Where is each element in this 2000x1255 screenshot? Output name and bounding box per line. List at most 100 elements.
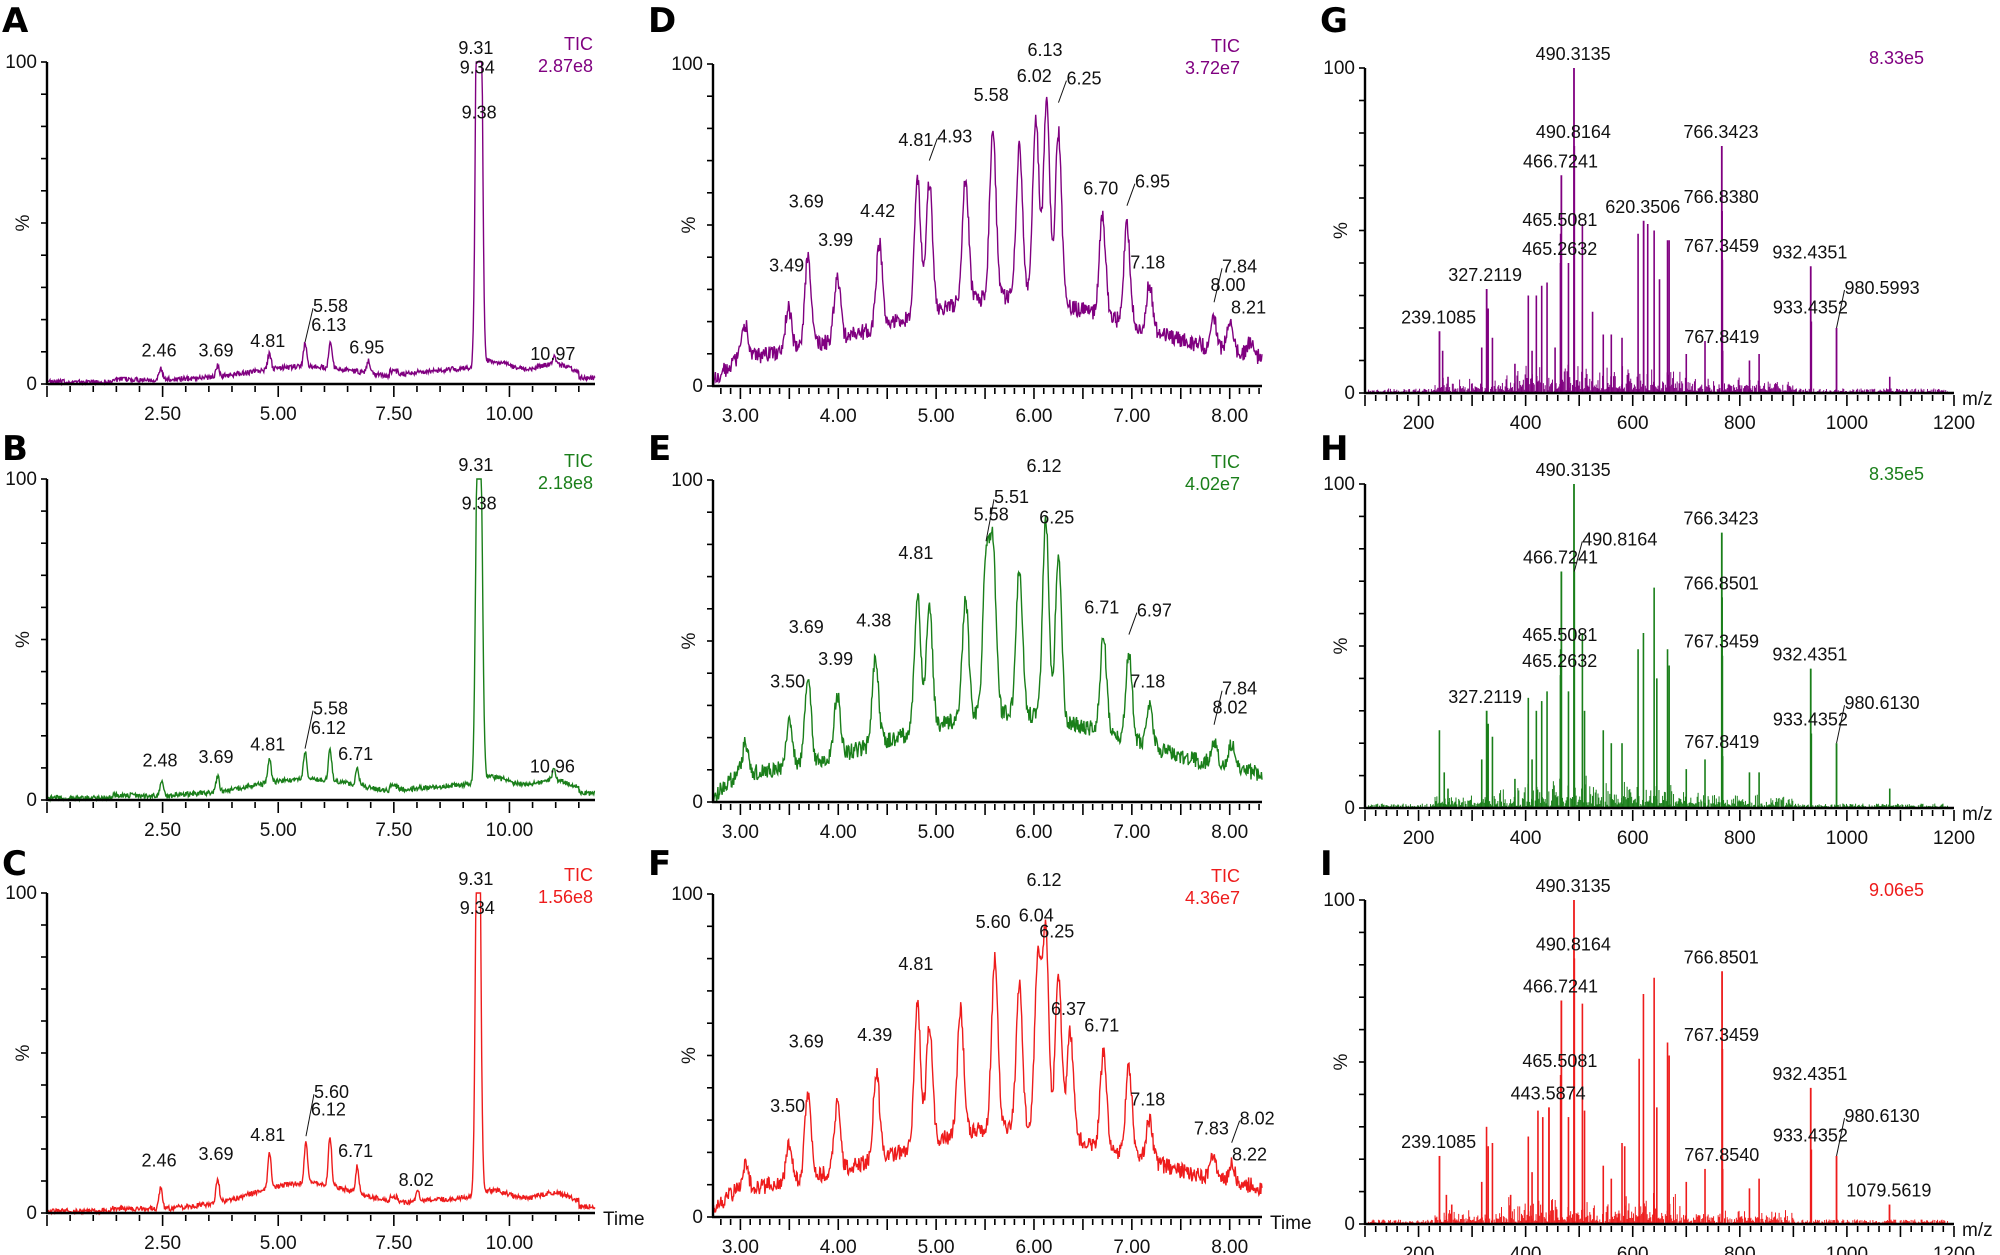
x-tick-label: 600	[1617, 828, 1649, 849]
x-tick-label: 4.00	[820, 822, 857, 843]
panel-c: C 9.319.346.125.604.816.713.692.468.02100…	[2, 844, 645, 1254]
y-tick-label-100: 100	[5, 52, 37, 73]
x-tick-label: 7.00	[1113, 406, 1150, 427]
label-leader	[305, 1094, 315, 1137]
x-axis-title: Time	[1270, 1213, 1312, 1234]
y-tick-label-100: 100	[5, 469, 37, 490]
label-leader	[304, 710, 314, 749]
spectrum-bars	[1367, 484, 1949, 808]
y-tick-label-100: 100	[671, 470, 703, 491]
y-tick-label-0: 0	[26, 1203, 37, 1224]
trace-line	[46, 892, 596, 1216]
peak-label: 3.69	[789, 191, 824, 211]
x-tick-label: 10.00	[486, 1233, 534, 1254]
x-tick-label: 800	[1724, 828, 1756, 849]
peak-label: 327.2119	[1448, 265, 1522, 285]
peak-label: 4.81	[898, 543, 933, 563]
peak-label: 6.12	[311, 1099, 346, 1119]
peak-label: 7.83	[1194, 1119, 1229, 1139]
x-tick-label: 8.00	[1211, 406, 1248, 427]
peak-label: 9.31	[458, 869, 493, 889]
x-tick-label: 600	[1617, 1244, 1649, 1255]
peak-label: 465.5081	[1522, 625, 1597, 645]
peak-label: 6.12	[1027, 456, 1062, 476]
peak-labels: 490.3135 490.8164 766.8501 466.7241 767.3459…	[1401, 876, 1931, 1201]
peak-label: 8.02	[399, 1170, 434, 1190]
x-tick-label: 2.50	[144, 1233, 181, 1254]
peak-labels: 9.31 9.38 6.125.58 4.81 6.71 3.69 2.48 10.96	[142, 455, 574, 777]
legend-label: TIC	[564, 34, 593, 54]
panel-letter: B	[2, 429, 28, 469]
y-axis-title: %	[1331, 1053, 1352, 1070]
peak-label: 4.39	[857, 1025, 892, 1045]
axes: 100 0% 3.00 4.00 5.00 6.00 7.00 8.00 Time	[671, 884, 1311, 1255]
peak-label: 490.3135	[1536, 460, 1611, 480]
y-tick-label-100: 100	[671, 884, 703, 905]
peak-label: 766.8501	[1684, 947, 1759, 967]
x-tick-label: 5.00	[918, 822, 955, 843]
peak-label: 8.00	[1211, 275, 1246, 295]
peak-label: 6.25	[1039, 508, 1074, 528]
legend-intensity: 2.87e8	[538, 56, 593, 76]
trace-line	[46, 478, 596, 803]
peak-label: 3.69	[198, 747, 233, 767]
x-tick-label: 200	[1403, 828, 1435, 849]
label-leader	[1231, 1120, 1241, 1143]
y-tick-label-0: 0	[26, 374, 37, 395]
axes: 100 0% 2.50 5.00 7.50 10.00	[5, 469, 595, 841]
peak-label: 10.97	[530, 344, 575, 364]
x-tick-label: 1000	[1826, 828, 1868, 849]
peak-label: 766.8380	[1684, 187, 1759, 207]
axes: 100 0% 3.00 4.00 5.00 6.00 7.00 8.00	[671, 54, 1262, 427]
y-axis-title: %	[679, 216, 700, 233]
legend-label: TIC	[1211, 452, 1240, 472]
x-axis-title: m/z	[1962, 1220, 1993, 1241]
peak-label: 933.4352	[1773, 709, 1848, 729]
label-leader	[1836, 705, 1846, 744]
peak-label: 4.81	[898, 130, 933, 150]
peak-labels: 9.319.34 9.38 6.135.58 4.81 6.95 2.46 3.69 10.9…	[142, 38, 576, 364]
peak-label: 767.8419	[1684, 732, 1759, 752]
peak-labels: 490.3135 490.8164 766.3423 466.7241 766.8380…	[1401, 44, 1920, 347]
peak-label: 2.46	[142, 341, 177, 361]
panel-a: A 9.319.34 9.38 6.135.58 4.81 6.95 2.46 3.69 10.…	[2, 1, 596, 425]
legend-intensity: 4.02e7	[1185, 474, 1240, 494]
peak-label: 7.84	[1222, 256, 1257, 276]
peak-label: 6.13	[1028, 40, 1063, 60]
legend-label: TIC	[1211, 36, 1240, 56]
x-tick-label: 8.00	[1211, 1237, 1248, 1255]
y-tick-label-100: 100	[671, 54, 703, 75]
x-tick-label: 600	[1617, 413, 1649, 434]
peak-label: 932.4351	[1772, 242, 1847, 262]
peak-label: 767.3459	[1684, 1025, 1759, 1045]
y-tick-label-100: 100	[1323, 58, 1355, 79]
x-tick-label: 3.00	[722, 1237, 759, 1255]
x-tick-label: 2.50	[144, 820, 181, 841]
peak-label: 4.81	[898, 954, 933, 974]
peak-label: 490.3135	[1536, 876, 1611, 896]
peak-label: 5.58	[974, 85, 1009, 105]
peak-label: 5.60	[314, 1082, 349, 1102]
peak-label: 767.3459	[1684, 632, 1759, 652]
peak-label: 6.95	[1135, 172, 1170, 192]
peak-label: 490.3135	[1536, 44, 1611, 64]
x-tick-label: 6.00	[1015, 406, 1052, 427]
legend-label: TIC	[564, 451, 593, 471]
peak-label: 465.2632	[1522, 239, 1597, 259]
label-leader	[1126, 183, 1136, 206]
peak-label: 4.38	[856, 611, 891, 631]
panel-letter: C	[2, 844, 27, 884]
spectrum-bars	[1367, 900, 1949, 1224]
peak-label: 465.2632	[1522, 651, 1597, 671]
peak-label: 465.5081	[1522, 1051, 1597, 1071]
peak-label: 6.71	[1084, 1015, 1119, 1035]
peak-label: 3.99	[818, 649, 853, 669]
peak-label: 5.58	[313, 296, 348, 316]
x-tick-label: 400	[1510, 413, 1542, 434]
peak-label: 2.48	[142, 750, 177, 770]
